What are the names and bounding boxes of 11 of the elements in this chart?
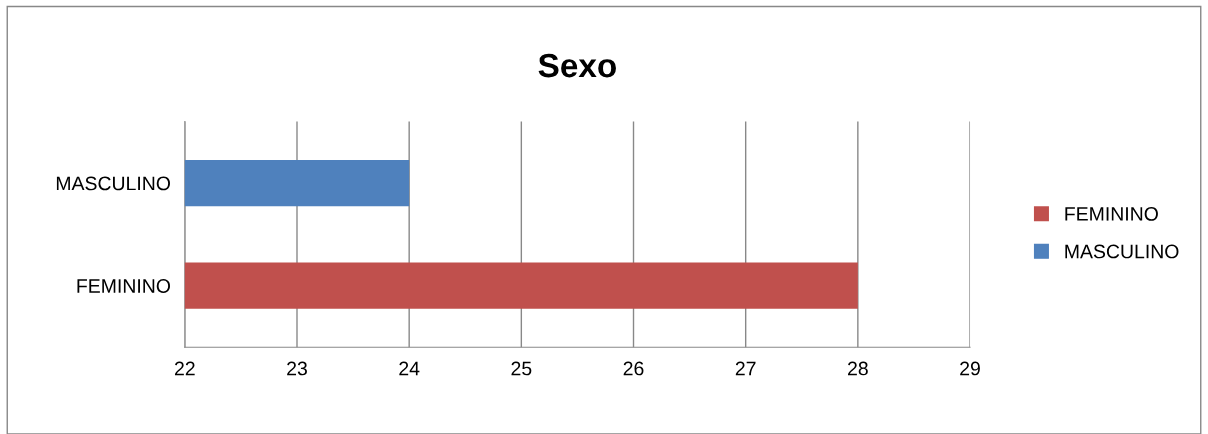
x-tick-label: 23 [287, 361, 307, 376]
chart-title: Sexo [538, 53, 616, 78]
x-tick-label: 22 [174, 361, 195, 376]
x-tick-label: 27 [735, 361, 756, 376]
x-tick-label: 24 [399, 361, 420, 376]
x-tick-label: 25 [511, 361, 532, 376]
legend-label: FEMININO [1065, 207, 1158, 221]
x-tick-label: 28 [848, 361, 868, 376]
x-tick-label: 29 [960, 361, 980, 376]
legend-label: MASCULINO [1065, 244, 1179, 259]
x-tick-label: 26 [623, 361, 644, 376]
